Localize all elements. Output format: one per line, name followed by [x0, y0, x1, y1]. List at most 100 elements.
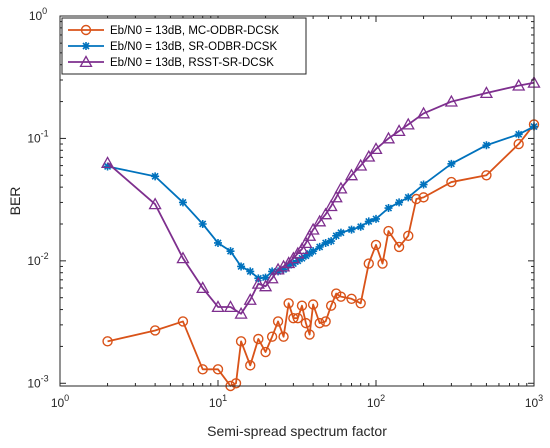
legend-marker: [79, 55, 93, 68]
legend-entry: Eb/N0 = 13dB, RSST-SR-DCSK: [110, 57, 274, 69]
data-point: [362, 149, 376, 162]
data-point: [223, 300, 238, 313]
data-point: [266, 331, 278, 342]
data-point: [226, 247, 235, 256]
data-point: [327, 237, 336, 246]
data-point: [513, 138, 524, 150]
data-point: [314, 317, 325, 329]
data-point: [347, 225, 356, 234]
data-point: [344, 168, 359, 181]
legend-entry: Eb/N0 = 13dB, MC-ODBR-DCSK: [110, 25, 279, 37]
data-point: [284, 261, 293, 270]
data-point: [319, 207, 333, 220]
data-point: [309, 247, 318, 256]
data-point: [329, 190, 343, 203]
data-point: [411, 193, 422, 205]
data-point: [512, 78, 526, 91]
series-2: [103, 122, 538, 283]
y-axis-label: BER: [7, 187, 23, 216]
data-point: [364, 217, 373, 226]
data-point: [295, 242, 309, 255]
data-point: [315, 242, 324, 251]
data-point: [301, 251, 310, 260]
data-point: [258, 279, 273, 292]
data-point: [103, 162, 112, 171]
data-point: [354, 158, 368, 171]
data-point: [416, 106, 431, 119]
data-point: [419, 180, 428, 189]
data-point: [211, 300, 225, 313]
data-point: [102, 336, 113, 347]
data-point: [334, 181, 348, 194]
data-point: [381, 131, 396, 144]
data-point: [178, 198, 187, 207]
data-point: [214, 238, 222, 247]
series-layer: [100, 75, 541, 392]
series-3: [100, 75, 541, 319]
data-point: [514, 130, 523, 139]
data-point: [356, 222, 365, 231]
data-point: [100, 156, 115, 169]
data-point: [307, 299, 319, 310]
data-point: [418, 192, 429, 203]
series-line: [106, 81, 535, 315]
x-tick-label: 103: [525, 393, 543, 410]
data-point: [292, 313, 304, 324]
data-point: [363, 258, 374, 269]
y-tick-label: 10-3: [27, 373, 48, 390]
series-line: [107, 125, 535, 280]
series-1: [102, 119, 540, 392]
data-point: [332, 231, 341, 240]
data-point: [198, 219, 207, 228]
data-point: [370, 239, 382, 251]
data-point: [306, 222, 320, 235]
data-point: [271, 262, 285, 275]
data-point: [325, 300, 337, 311]
data-point: [324, 199, 338, 212]
data-point: [272, 316, 284, 327]
data-point: [299, 236, 313, 249]
legend-marker: [80, 24, 92, 36]
data-point: [335, 291, 347, 302]
data-point: [288, 313, 299, 324]
data-point: [377, 258, 388, 269]
data-point: [336, 228, 345, 237]
data-point: [261, 273, 270, 282]
data-point: [321, 238, 330, 247]
data-point: [289, 259, 298, 268]
data-point: [151, 172, 160, 181]
x-tick-label: 101: [209, 393, 227, 410]
legend-entry: Eb/N0 = 13dB, SR-ODBR-DCSK: [110, 41, 277, 53]
y-tick-label: 10-2: [27, 251, 48, 268]
data-point: [296, 300, 308, 311]
data-point: [372, 214, 380, 223]
data-point: [355, 298, 366, 309]
data-point: [230, 378, 242, 389]
data-point: [268, 267, 277, 276]
x-axis-label: Semi-spread spectrum factor: [207, 423, 387, 439]
data-point: [392, 124, 406, 137]
data-point: [305, 249, 314, 258]
data-point: [481, 170, 492, 181]
data-point: [149, 325, 161, 336]
data-point: [176, 251, 190, 264]
data-point: [444, 94, 458, 107]
data-point: [383, 225, 394, 237]
data-point: [265, 271, 279, 284]
y-tick-label: 100: [29, 6, 47, 23]
data-point: [395, 198, 404, 207]
data-point: [253, 333, 264, 345]
data-point: [235, 336, 247, 347]
data-point: [283, 298, 294, 309]
ticks-layer: 100 101 102 103 10-3 10-2 10-1 100: [27, 6, 543, 410]
data-point: [369, 142, 383, 155]
data-point: [243, 293, 257, 305]
y-tick-label: 10-1: [27, 128, 48, 145]
data-point: [384, 204, 393, 213]
data-point: [246, 267, 255, 276]
data-point: [245, 360, 256, 371]
series-line: [107, 123, 535, 387]
data-point: [260, 346, 271, 358]
data-point: [177, 316, 189, 327]
